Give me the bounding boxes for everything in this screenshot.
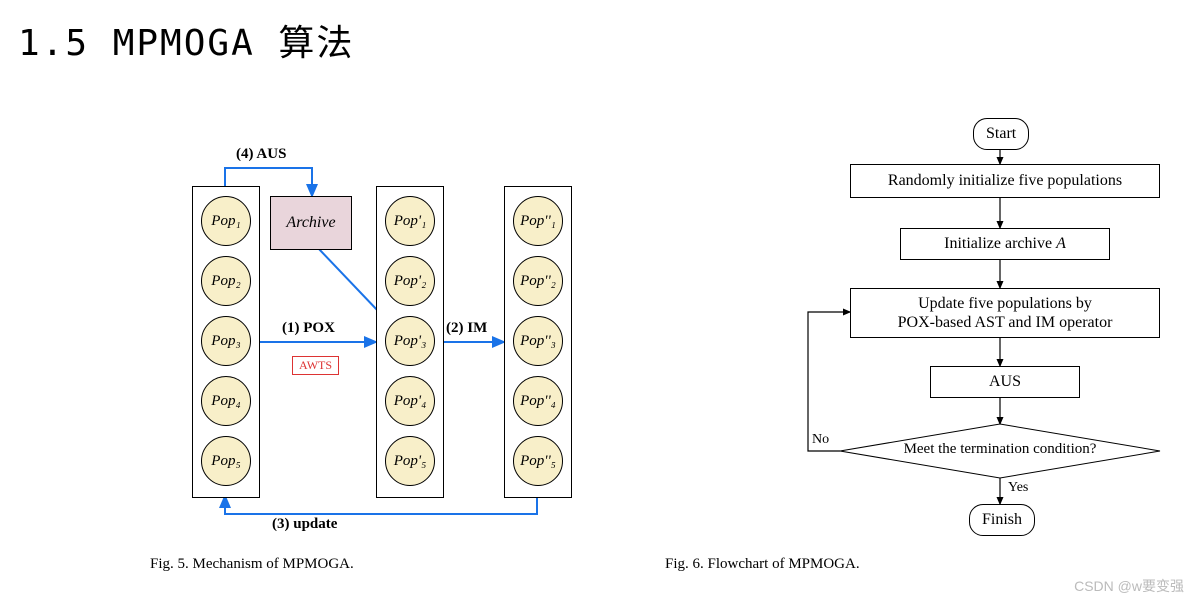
fc-no: No	[812, 432, 829, 448]
col3-pop5: Pop''₅	[513, 436, 563, 486]
fc-start: Start	[973, 118, 1029, 150]
watermark: CSDN @w要变强	[1074, 576, 1184, 596]
col2-pop1: Pop'₁	[385, 196, 435, 246]
label-im: (2) IM	[446, 320, 487, 337]
col1-pop3: Pop₃	[201, 316, 251, 366]
col3-pop1: Pop''₁	[513, 196, 563, 246]
fc-init-archive: Initialize archive A	[900, 228, 1110, 260]
col3-pop4: Pop''₄	[513, 376, 563, 426]
label-pox: (1) POX	[282, 320, 335, 337]
col2-pop4: Pop'₄	[385, 376, 435, 426]
archive-box: Archive	[270, 196, 352, 250]
mechanism-caption: Fig. 5. Mechanism of MPMOGA.	[150, 556, 354, 573]
col1-pop5: Pop₅	[201, 436, 251, 486]
flowchart-caption: Fig. 6. Flowchart of MPMOGA.	[665, 556, 860, 573]
col2-pop2: Pop'₂	[385, 256, 435, 306]
col1-pop1: Pop₁	[201, 196, 251, 246]
col2-pop3: Pop'₃	[385, 316, 435, 366]
fc-decision-text: Meet the termination condition?	[860, 441, 1140, 458]
fc-yes: Yes	[1008, 480, 1028, 496]
label-aus: (4) AUS	[236, 146, 286, 163]
fc-update: Update five populations by POX-based AST…	[850, 288, 1160, 338]
fc-init-archive-text: Initialize archive A	[944, 235, 1066, 253]
col3-pop2: Pop''₂	[513, 256, 563, 306]
col1-pop4: Pop₄	[201, 376, 251, 426]
fc-init-pop: Randomly initialize five populations	[850, 164, 1160, 198]
mechanism-figure: (4) AUS (1) POX (2) IM (3) update Archiv…	[0, 0, 640, 598]
flowchart-figure: Start Randomly initialize five populatio…	[640, 0, 1194, 598]
col2-pop5: Pop'₅	[385, 436, 435, 486]
fc-aus: AUS	[930, 366, 1080, 398]
awts-box: AWTS	[292, 356, 339, 375]
label-update: (3) update	[272, 516, 337, 533]
col3-pop3: Pop''₃	[513, 316, 563, 366]
col1-pop2: Pop₂	[201, 256, 251, 306]
fc-finish: Finish	[969, 504, 1035, 536]
